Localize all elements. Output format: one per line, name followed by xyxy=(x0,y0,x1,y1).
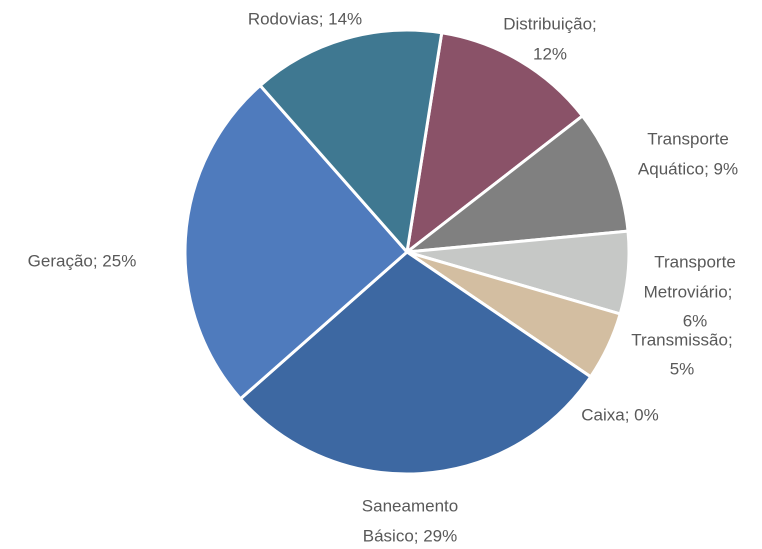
data-label: Transmissão; xyxy=(631,330,732,349)
pie-slice xyxy=(258,28,444,254)
pie-slice xyxy=(238,250,593,476)
data-label: Aquático; 9% xyxy=(638,159,738,178)
data-label: 6% xyxy=(683,311,708,330)
data-label: Transporte xyxy=(647,129,729,148)
pie-slice xyxy=(183,83,409,401)
data-label: 5% xyxy=(670,359,695,378)
data-label: Caixa; 0% xyxy=(581,405,658,424)
data-label: Rodovias; 14% xyxy=(248,9,362,28)
data-label: Distribuição; xyxy=(503,14,597,33)
data-label: Geração; 25% xyxy=(28,251,137,270)
pie-slice xyxy=(405,31,584,254)
data-label: Metroviário; xyxy=(644,282,733,301)
data-label: Básico; 29% xyxy=(363,526,458,545)
data-label: 12% xyxy=(533,44,567,63)
data-label: Transporte xyxy=(654,252,736,271)
pie-slice xyxy=(405,114,630,254)
data-label: Saneamento xyxy=(362,496,458,515)
